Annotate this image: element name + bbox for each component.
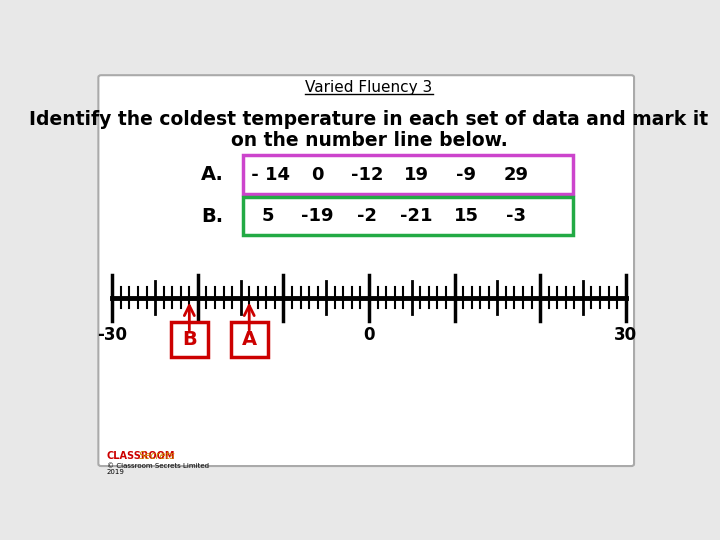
Text: 19: 19: [404, 166, 429, 184]
Text: Identify the coldest temperature in each set of data and mark it: Identify the coldest temperature in each…: [30, 110, 708, 129]
Text: © Classroom Secrets Limited: © Classroom Secrets Limited: [107, 463, 209, 469]
FancyBboxPatch shape: [171, 322, 208, 357]
Text: 29: 29: [503, 166, 528, 184]
Text: 5: 5: [261, 207, 274, 225]
Text: - 14: - 14: [245, 166, 290, 184]
Text: B: B: [182, 330, 197, 349]
Text: -2: -2: [357, 207, 377, 225]
FancyBboxPatch shape: [99, 75, 634, 466]
Text: CLASSROOM: CLASSROOM: [107, 451, 175, 462]
Text: 30: 30: [614, 326, 637, 344]
Text: Varied Fluency 3: Varied Fluency 3: [305, 80, 433, 95]
Text: Secrets: Secrets: [139, 451, 176, 462]
Text: B.: B.: [202, 207, 224, 226]
Text: 15: 15: [454, 207, 479, 225]
Text: -12: -12: [351, 166, 383, 184]
Text: -3: -3: [505, 207, 526, 225]
Text: -30: -30: [97, 326, 127, 344]
Text: 0: 0: [311, 166, 323, 184]
FancyBboxPatch shape: [243, 156, 572, 194]
FancyBboxPatch shape: [230, 322, 268, 357]
Text: on the number line below.: on the number line below.: [230, 131, 508, 150]
Text: A: A: [242, 330, 257, 349]
Text: 0: 0: [364, 326, 374, 344]
Text: 2019: 2019: [107, 469, 125, 475]
Text: -21: -21: [400, 207, 433, 225]
Text: -19: -19: [301, 207, 333, 225]
Text: A.: A.: [202, 165, 224, 184]
FancyBboxPatch shape: [243, 197, 572, 235]
Text: -9: -9: [456, 166, 476, 184]
